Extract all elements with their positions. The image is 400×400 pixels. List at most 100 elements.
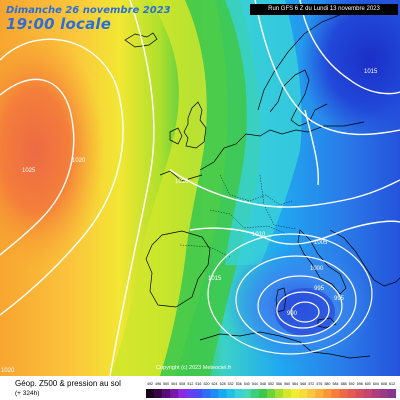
color-scale-swatch [355,389,365,398]
color-scale-tick: 576 [316,382,322,386]
color-scale-swatch [226,389,236,398]
color-scale-tick: 572 [308,382,314,386]
color-scale-swatch [186,389,195,398]
country-borders [179,174,297,258]
border-c [259,174,297,230]
color-scale-tick: 592 [349,382,355,386]
low-ring-5 [207,233,373,355]
color-scale-swatch [210,389,219,398]
color-scale-tick: 508 [179,382,185,386]
sardinia-coast [275,287,287,313]
color-scale-swatch [315,389,324,398]
color-scale-tick: 588 [341,382,347,386]
color-scale-swatch [234,389,244,398]
color-scale-tick: 528 [220,382,226,386]
color-scale-swatch [307,389,316,398]
isobar-label: 1015 [364,69,378,75]
color-scale-tick: 544 [252,382,258,386]
border-b [209,209,287,235]
color-scale-swatch [202,389,211,398]
color-scale-swatch [347,389,356,398]
color-scale-swatch [331,389,340,398]
color-scale-swatch [266,389,276,398]
isobar-north-1 [299,0,400,95]
low-ring-1 [290,301,320,323]
run-info: Run GFS 6 Z du Lundi 13 novembre 2023 [250,4,398,15]
color-scale-swatch [162,389,171,398]
color-scale-swatch [218,389,227,398]
isobar-label: 1025 [22,168,36,174]
color-scale-tick: 548 [260,382,266,386]
map-title: Géop. Z500 & pression au sol [15,379,121,388]
color-scale-swatch [379,389,389,398]
italy-coast [297,229,347,295]
color-scale-tick: 504 [171,382,177,386]
isobar-west-side [304,109,320,186]
isobar-atlantic-high-mid [0,38,124,316]
iceland-coast [124,32,158,48]
continent-coast [159,121,365,182]
color-scale: 492 496 500 504 508 512 516 520 524 528 532 536 540 5… [146,382,396,398]
isobar-ridge [109,0,155,376]
color-scale-tick: 536 [236,382,242,386]
color-scale-tick: 568 [300,382,306,386]
lead-time: (+ 324h) [15,390,40,397]
color-scale-tick: 560 [284,382,290,386]
color-scale-tick: 540 [244,382,250,386]
isobar-atlantic-high-inner [0,78,75,256]
color-scale-tick: 596 [357,382,363,386]
isobar-label: 1020 [175,179,189,185]
low-isobars [207,233,373,355]
color-scale-tick: 520 [203,382,209,386]
low-ring-4 [235,255,357,345]
low-ring-3 [257,275,343,337]
isobar-label: 1015 [208,276,222,282]
isobar-labels: 1020 1025 1020 1015 1010 1005 1015 1000 … [1,69,378,374]
color-scale-swatch [178,389,187,398]
color-scale-swatch [363,389,373,398]
color-scale-swatch [291,389,300,398]
color-scale-swatch [299,389,308,398]
color-scale-swatch [339,389,348,398]
isobars [0,0,400,376]
color-scale-tick: 552 [268,382,274,386]
color-scale-tick: 580 [324,382,330,386]
color-scale-swatch [250,389,260,398]
color-scale-tick: 492 [147,382,153,386]
isobar-label: 995 [334,296,345,302]
color-scale-tick: 584 [333,382,339,386]
color-scale-tick: 500 [163,382,169,386]
border-a [219,174,293,206]
isobar-north-2 [254,0,400,136]
isobar-label: 1000 [310,266,324,272]
color-scale-swatch [371,389,381,398]
color-scale-tick: 600 [365,382,371,386]
color-scale-tick: 564 [292,382,298,386]
color-scale-swatch [154,389,163,398]
color-scale-tick: 608 [381,382,387,386]
isobar-central [169,169,400,208]
british-isles-coast [169,101,207,149]
ridge-band-green [160,0,261,376]
isobar-label: 1020 [72,158,86,164]
color-scale-swatch [258,389,268,398]
low-ring-2 [276,291,330,329]
color-scale-swatch [387,389,396,398]
ridge-band-cyan [225,0,302,265]
isobar-label: 1005 [314,240,328,246]
color-scale-swatch [146,389,155,398]
isobar-alpine [189,220,400,245]
isobar-label: 1020 [1,368,15,374]
border-d [179,244,231,258]
iberia-coast [145,230,211,308]
geopotential-map: 1020 1025 1020 1015 1010 1005 1015 1000 … [0,0,400,376]
color-scale-swatch [194,389,203,398]
isobar-label: 995 [314,286,325,292]
color-scale-tick: 516 [195,382,201,386]
color-scale-swatch [242,389,252,398]
isobar-label: 1010 [252,232,266,238]
color-scale-swatch [170,389,179,398]
color-scale-swatch [323,389,332,398]
isobar-label: 990 [287,311,298,317]
